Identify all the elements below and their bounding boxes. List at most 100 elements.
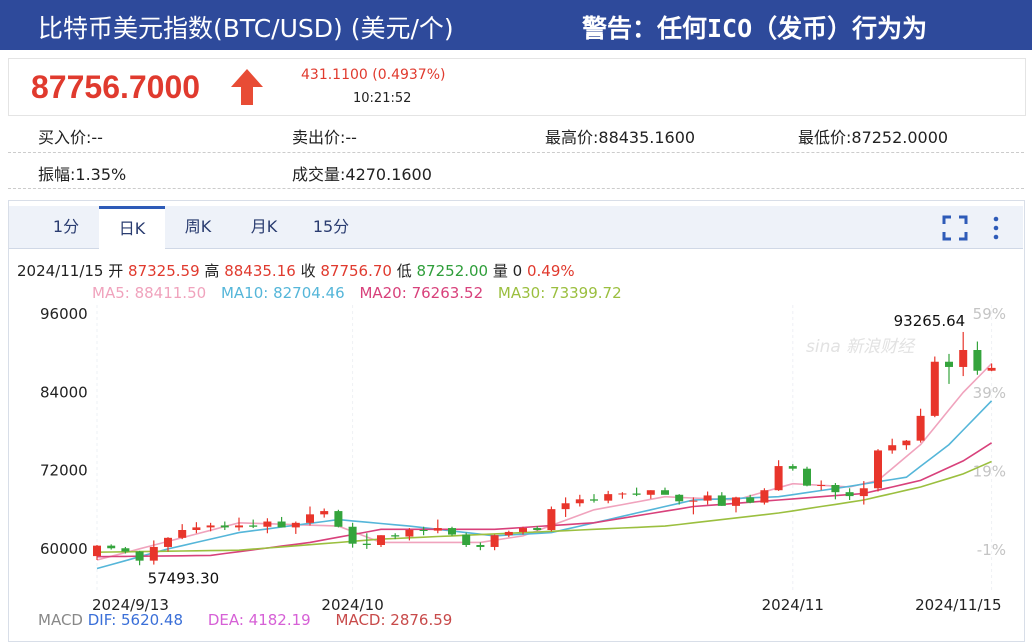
candle-body bbox=[916, 415, 925, 441]
candle-body bbox=[93, 545, 101, 557]
warning-marquee: 警告：任何ICO（发币）行为为 bbox=[582, 14, 928, 43]
candle-body bbox=[192, 527, 201, 530]
candle-body bbox=[703, 495, 712, 501]
stat: 最高价:88435.1600 bbox=[545, 128, 696, 147]
date: 2024/11/15 bbox=[17, 262, 104, 280]
macd-item: DIF: 5620.48 bbox=[87, 611, 184, 629]
high: 88435.16 bbox=[224, 262, 296, 280]
candle-body bbox=[362, 543, 371, 545]
candle-body bbox=[377, 535, 385, 545]
change: 0.49% bbox=[527, 262, 575, 280]
candle-body bbox=[575, 499, 584, 504]
x-tick-label: 2024/9/13 bbox=[92, 596, 169, 614]
y-tick-label: 60000 bbox=[40, 540, 88, 558]
candle-body bbox=[774, 466, 783, 491]
menu-button[interactable] bbox=[991, 214, 1001, 242]
candle-body bbox=[959, 350, 968, 367]
stat: 振幅:1.35% bbox=[38, 165, 127, 184]
candle-body bbox=[746, 497, 755, 503]
tab[interactable]: 月K bbox=[250, 217, 278, 236]
legend-name: MA30: bbox=[497, 284, 546, 302]
candle-body bbox=[405, 530, 414, 537]
candle-body bbox=[320, 511, 329, 515]
candle-body bbox=[788, 466, 797, 469]
candle-body bbox=[178, 530, 187, 538]
y-tick-label: 96000 bbox=[40, 305, 88, 323]
candle-body bbox=[831, 485, 840, 493]
candle-body bbox=[760, 490, 769, 503]
tab[interactable]: 15分 bbox=[312, 217, 350, 236]
tab[interactable]: 1分 bbox=[52, 217, 80, 236]
tab[interactable]: 日K bbox=[99, 206, 165, 250]
candle-body bbox=[277, 521, 286, 528]
candle-body bbox=[490, 535, 499, 547]
candle-body bbox=[519, 528, 527, 532]
candle-body bbox=[561, 503, 570, 510]
x-tick-label: 2024/11 bbox=[762, 596, 824, 614]
tab[interactable]: 周K bbox=[184, 217, 212, 236]
price-row: 87756.7000 431.1100 (0.4937%) 10:21:52 bbox=[8, 58, 1026, 116]
label: 低 bbox=[396, 262, 412, 280]
legend-value: 73399.72 bbox=[550, 284, 622, 302]
y2-tick-label: 59% bbox=[973, 305, 1006, 323]
candle-body bbox=[930, 361, 939, 416]
open: 87325.59 bbox=[128, 262, 200, 280]
candle-body bbox=[732, 497, 740, 506]
candle-body bbox=[164, 537, 172, 547]
divider bbox=[8, 152, 1024, 153]
fullscreen-button[interactable] bbox=[942, 215, 968, 241]
ma-line bbox=[96, 460, 992, 553]
candle-body bbox=[504, 531, 513, 536]
candle-body bbox=[661, 490, 669, 495]
candle-body bbox=[448, 528, 456, 535]
candle-body bbox=[987, 367, 996, 371]
candle-body bbox=[803, 468, 811, 486]
legend-value: 76263.52 bbox=[411, 284, 484, 302]
candle-body bbox=[476, 545, 485, 547]
candle-body bbox=[618, 493, 627, 495]
last-price: 87756.7000 bbox=[31, 69, 201, 105]
y2-tick-label: 19% bbox=[973, 463, 1006, 481]
ma-line bbox=[96, 363, 993, 561]
page-title: 比特币美元指数(BTC/USD) (美元/个) bbox=[38, 14, 454, 43]
macd-legend: MACD DIF: 5620.48 DEA: 4182.19 MACD: 287… bbox=[38, 611, 472, 629]
candle-body bbox=[717, 495, 726, 506]
legend: MA5: 88411.50 MA10: 82704.46 MA20: 76263… bbox=[92, 284, 632, 302]
stat: 成交量:4270.1600 bbox=[292, 165, 432, 184]
candle-body bbox=[590, 499, 598, 501]
candle-body bbox=[973, 350, 982, 371]
label: 开 bbox=[108, 262, 124, 280]
divider bbox=[8, 188, 1024, 189]
candle-body bbox=[419, 530, 428, 531]
label: 收 bbox=[300, 262, 316, 280]
candle-body bbox=[604, 494, 613, 501]
candle-body bbox=[646, 490, 655, 495]
candle-body bbox=[433, 528, 442, 531]
candle-body bbox=[334, 511, 343, 527]
watermark: sina 新浪财经 bbox=[806, 337, 916, 357]
y-tick-label: 72000 bbox=[40, 462, 88, 480]
candle-body bbox=[632, 493, 641, 495]
quote-line: 2024/11/15 开 87325.59 高 88435.16 收 87756… bbox=[17, 260, 575, 281]
candle-body bbox=[107, 545, 116, 549]
up-arrow bbox=[231, 69, 263, 105]
candle-body bbox=[348, 526, 357, 544]
stat: 买入价:-- bbox=[38, 128, 103, 147]
candle-body bbox=[859, 488, 868, 497]
candle-body bbox=[689, 500, 698, 502]
candle-body bbox=[533, 528, 542, 530]
stat: 卖出价:-- bbox=[292, 128, 357, 147]
y-tick-label: 84000 bbox=[40, 383, 88, 401]
candle-body bbox=[206, 525, 215, 528]
candle-body bbox=[249, 525, 258, 527]
legend-name: MA20: bbox=[359, 284, 407, 302]
candle-body bbox=[291, 522, 300, 528]
macd-title: MACD bbox=[38, 611, 83, 629]
top-bar: 比特币美元指数(BTC/USD) (美元/个) 警告：任何ICO（发币）行为为 bbox=[0, 0, 1032, 50]
macd-item: DEA: 4182.19 bbox=[207, 611, 311, 629]
candle-body bbox=[675, 494, 684, 502]
candle-body bbox=[149, 546, 158, 561]
label: 高 bbox=[204, 262, 220, 280]
